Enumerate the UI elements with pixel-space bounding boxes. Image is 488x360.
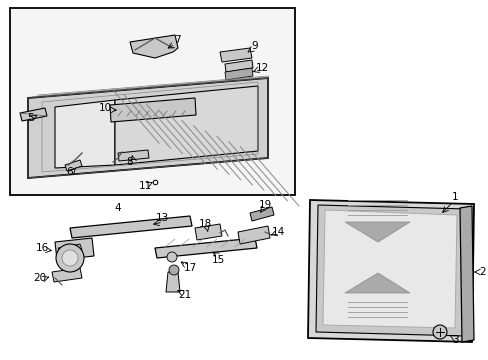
Text: 11: 11 — [138, 181, 151, 191]
Text: 14: 14 — [271, 227, 284, 237]
Polygon shape — [52, 268, 82, 282]
Text: 18: 18 — [198, 219, 211, 229]
Polygon shape — [58, 244, 82, 254]
Polygon shape — [195, 224, 222, 240]
Polygon shape — [249, 207, 273, 221]
Polygon shape — [118, 150, 149, 161]
Circle shape — [169, 265, 179, 275]
Polygon shape — [70, 216, 192, 238]
Circle shape — [56, 244, 84, 272]
Polygon shape — [224, 68, 252, 80]
Polygon shape — [130, 35, 178, 58]
Text: 4: 4 — [115, 203, 121, 213]
Polygon shape — [55, 100, 115, 168]
Circle shape — [62, 250, 78, 266]
Polygon shape — [65, 160, 82, 171]
Polygon shape — [315, 205, 466, 336]
Circle shape — [167, 252, 177, 262]
Text: 8: 8 — [126, 157, 133, 167]
Text: 2: 2 — [479, 267, 486, 277]
Polygon shape — [323, 210, 456, 328]
Text: 5: 5 — [27, 113, 33, 123]
Text: 9: 9 — [251, 41, 258, 51]
Polygon shape — [20, 108, 47, 121]
Text: 12: 12 — [255, 63, 268, 73]
Polygon shape — [459, 206, 473, 342]
Polygon shape — [220, 48, 251, 62]
Polygon shape — [165, 272, 180, 292]
Text: 19: 19 — [258, 200, 271, 210]
Text: 17: 17 — [183, 263, 196, 273]
Text: 1: 1 — [451, 192, 457, 202]
Bar — [10, 8, 294, 195]
Text: 15: 15 — [211, 255, 224, 265]
Text: 13: 13 — [155, 213, 168, 223]
Polygon shape — [238, 226, 269, 244]
Polygon shape — [115, 86, 258, 165]
Polygon shape — [110, 98, 196, 122]
Circle shape — [432, 325, 446, 339]
Text: 10: 10 — [98, 103, 111, 113]
Polygon shape — [155, 238, 257, 258]
Polygon shape — [28, 78, 267, 178]
Text: 21: 21 — [178, 290, 191, 300]
Polygon shape — [307, 200, 473, 342]
Text: 20: 20 — [33, 273, 46, 283]
Polygon shape — [224, 60, 252, 72]
Text: 7: 7 — [173, 35, 180, 45]
Polygon shape — [345, 273, 409, 293]
Text: 6: 6 — [66, 167, 73, 177]
Polygon shape — [55, 238, 94, 260]
Polygon shape — [345, 222, 409, 242]
Text: 3: 3 — [451, 335, 457, 345]
Text: 16: 16 — [35, 243, 48, 253]
